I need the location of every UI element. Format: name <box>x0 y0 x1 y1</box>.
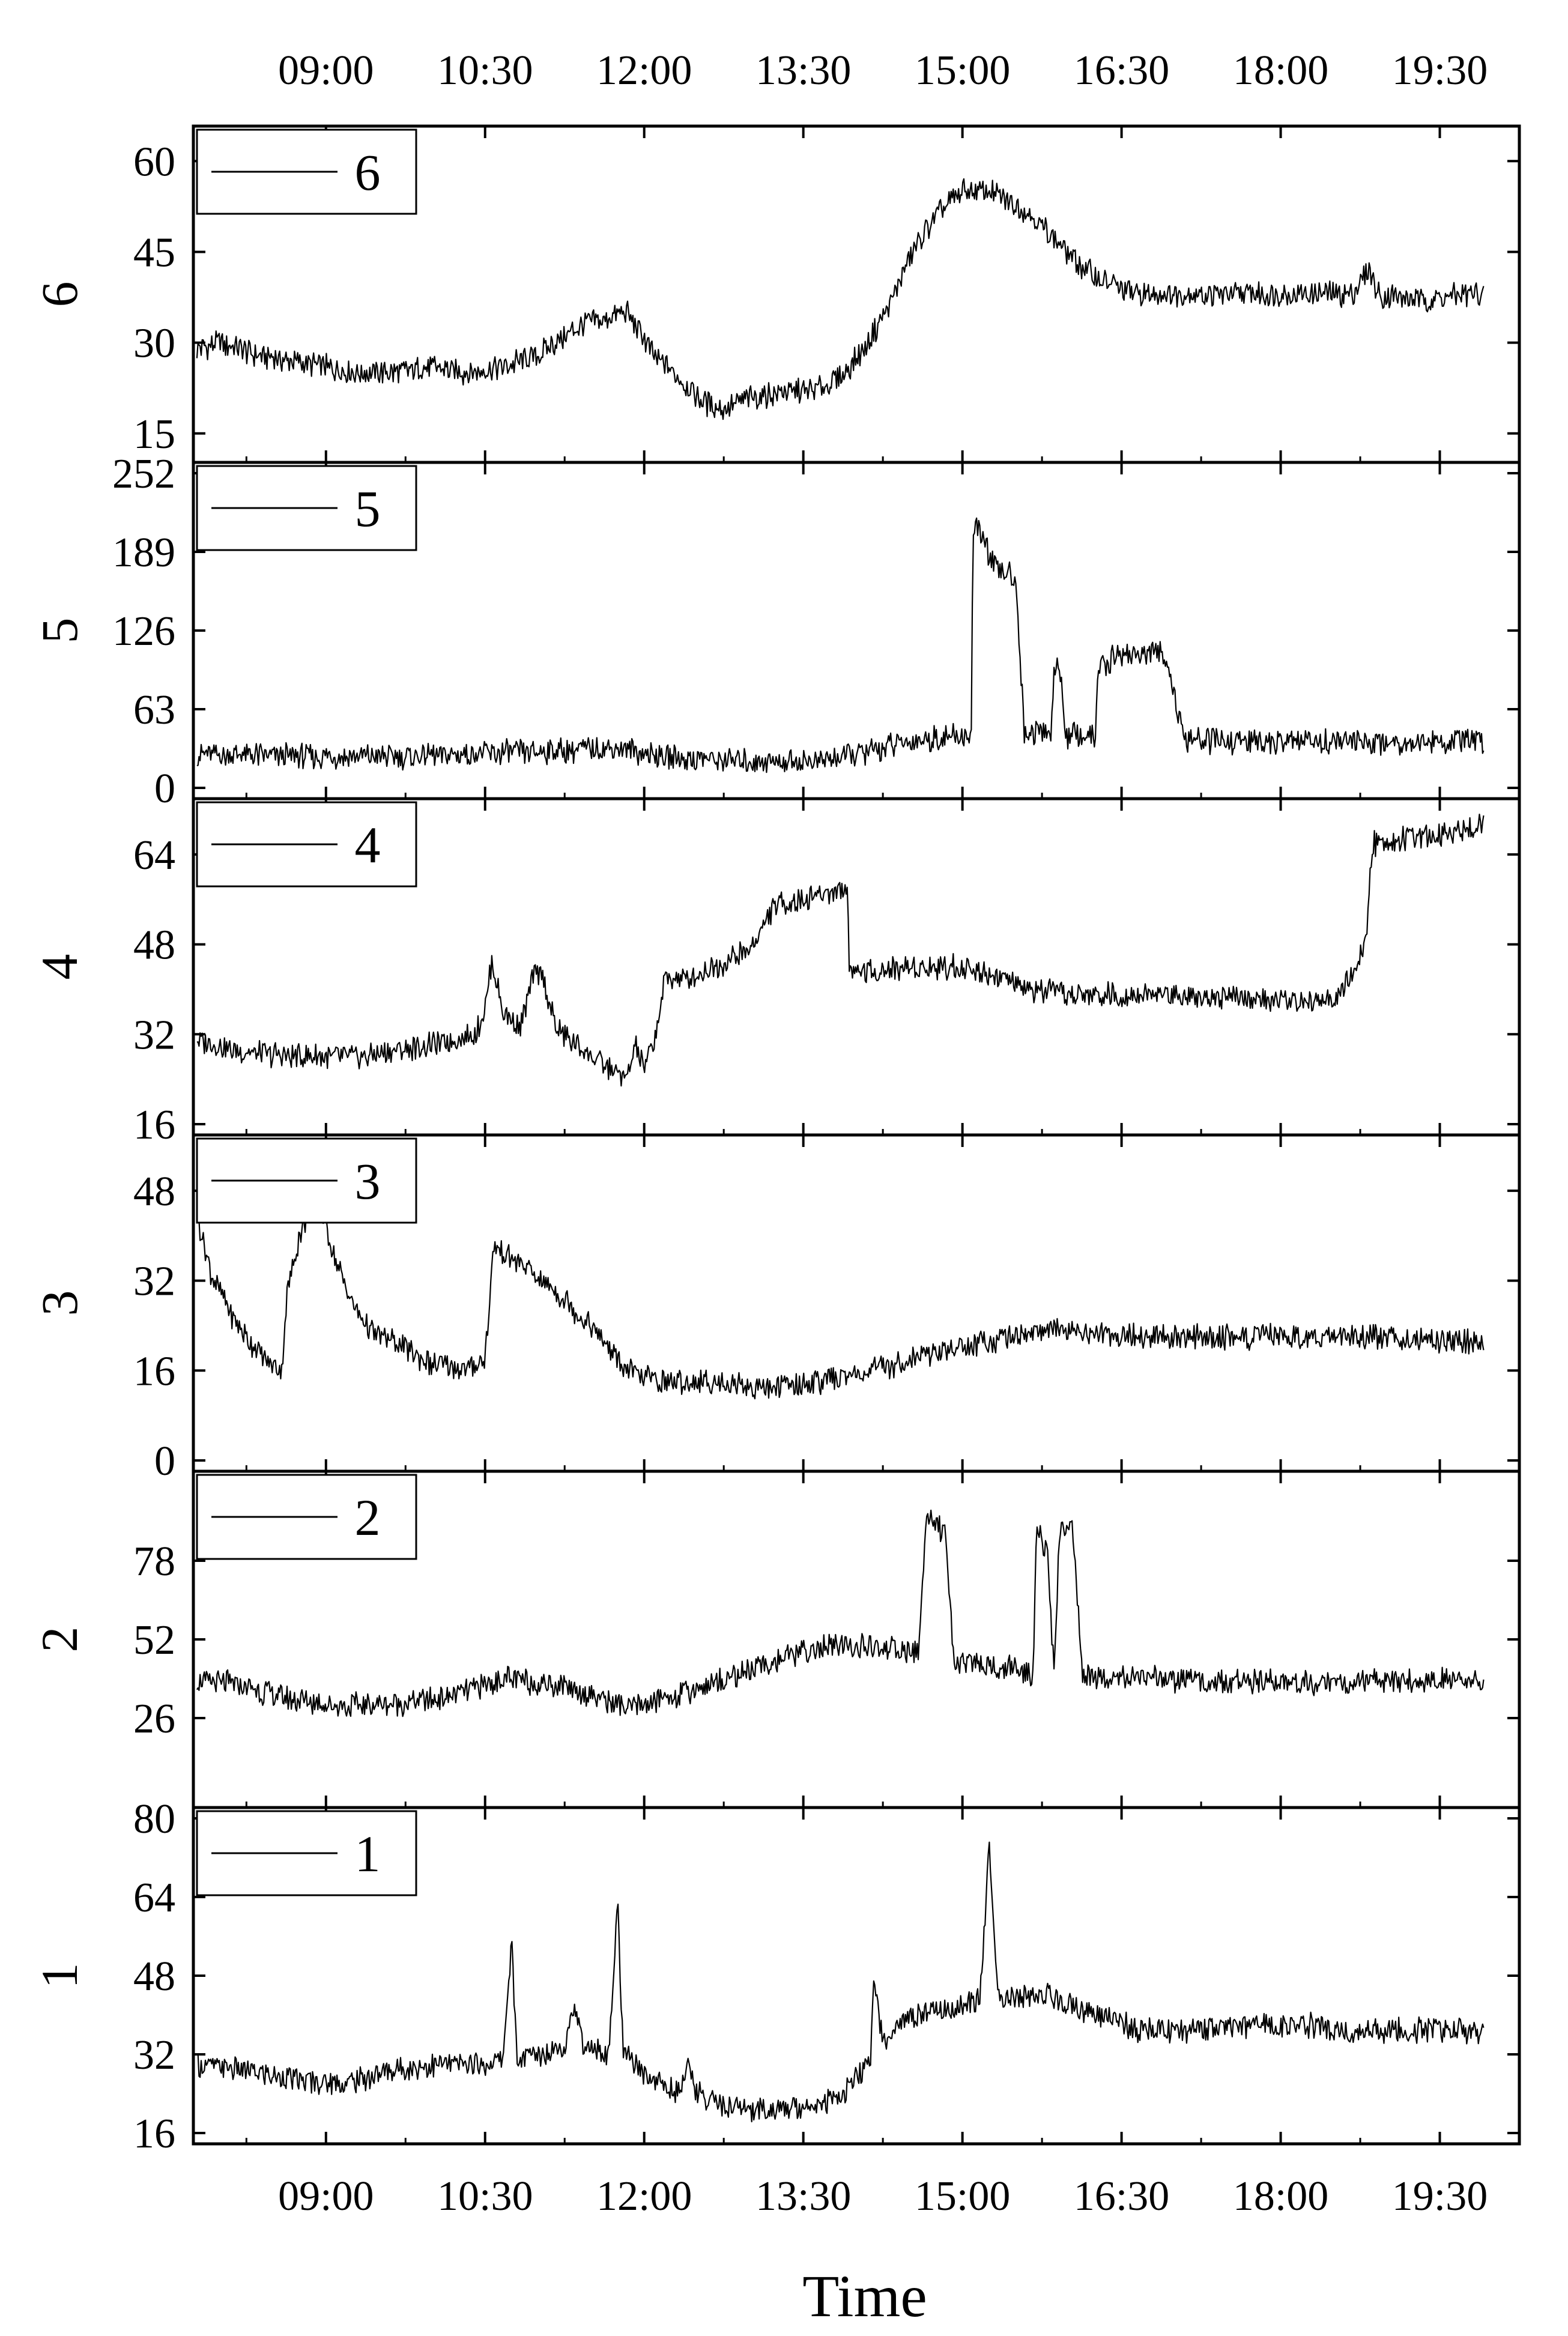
y-tick-label: 0 <box>154 1438 175 1484</box>
legend-4: 4 <box>196 801 417 888</box>
legend-5: 5 <box>196 465 417 551</box>
y-tick-label: 64 <box>133 832 175 879</box>
panel-3: 0 16 32 48 3 3 <box>31 1133 1521 1484</box>
y-tick-label: 15 <box>133 411 175 458</box>
x-tick-label-bottom: 13:30 <box>755 2173 851 2220</box>
y-tick-label: 63 <box>133 687 175 733</box>
x-tick-label-top: 09:00 <box>278 47 374 94</box>
x-tick-label-bottom: 10:30 <box>437 2173 533 2220</box>
legend-3: 3 <box>196 1137 417 1224</box>
y-tick-label: 16 <box>133 1348 175 1394</box>
series-line-4 <box>196 813 1485 1087</box>
y-tick-label: 60 <box>133 139 175 185</box>
y-tick-label: 64 <box>133 1875 175 1921</box>
legend-label: 4 <box>355 816 381 874</box>
legend-2: 2 <box>196 1474 417 1560</box>
series-line-6 <box>196 178 1485 420</box>
panel-y-label: 3 <box>31 1291 88 1316</box>
panel-y-label: 6 <box>31 282 88 307</box>
series-line-5 <box>196 517 1485 773</box>
legend-label: 6 <box>355 144 381 201</box>
panel-2: 26 52 78 2 2 <box>31 1469 1521 1809</box>
y-tick-label: 16 <box>133 2111 175 2157</box>
legend-label: 3 <box>355 1152 381 1210</box>
panel-6: 15 30 45 60 6 6 <box>31 124 1521 464</box>
panel-y-label: 4 <box>31 954 88 980</box>
y-tick-label: 78 <box>133 1539 175 1585</box>
series-line-3 <box>196 1185 1485 1400</box>
x-tick-label-top: 15:00 <box>915 47 1010 94</box>
x-tick-label-bottom: 09:00 <box>278 2173 374 2220</box>
y-tick-label: 26 <box>133 1696 175 1742</box>
y-tick-label: 189 <box>112 530 175 576</box>
series-line-1 <box>196 1841 1485 2123</box>
y-tick-label: 16 <box>133 1102 175 1148</box>
y-tick-label: 252 <box>112 451 175 497</box>
y-tick-label: 48 <box>133 922 175 969</box>
panel-y-label: 1 <box>31 1963 88 1989</box>
y-tick-label: 126 <box>112 608 175 655</box>
y-tick-label: 52 <box>133 1617 175 1663</box>
panel-5: 0 63 126 189 252 5 5 <box>31 451 1521 812</box>
panel-1: 16 32 48 64 80 1 1 <box>31 1796 1521 2157</box>
series-line-2 <box>196 1509 1485 1717</box>
y-tick-label: 32 <box>133 1012 175 1058</box>
y-tick-label: 32 <box>133 2032 175 2078</box>
x-tick-label-bottom: 18:00 <box>1233 2173 1328 2220</box>
y-tick-label: 48 <box>133 1169 175 1215</box>
panel-4: 16 32 48 64 4 4 <box>31 797 1521 1148</box>
y-tick-label: 45 <box>133 229 175 276</box>
y-tick-label: 48 <box>133 1953 175 2000</box>
legend-6: 6 <box>196 129 417 215</box>
x-tick-label-top: 12:00 <box>596 47 692 94</box>
x-tick-label-bottom: 19:30 <box>1392 2173 1488 2220</box>
x-tick-label-top: 13:30 <box>755 47 851 94</box>
x-tick-label-bottom: 12:00 <box>596 2173 692 2220</box>
legend-label: 2 <box>355 1489 381 1546</box>
x-tick-label-top: 10:30 <box>437 47 533 94</box>
panel-y-label: 5 <box>31 618 88 644</box>
panel-y-label: 2 <box>31 1627 88 1653</box>
y-tick-label: 32 <box>133 1259 175 1305</box>
x-tick-label-top: 19:30 <box>1392 47 1488 94</box>
x-axis-title: Time <box>802 2263 927 2329</box>
y-tick-label: 0 <box>154 766 175 812</box>
x-tick-label-bottom: 15:00 <box>915 2173 1010 2220</box>
y-tick-label: 80 <box>133 1796 175 1842</box>
legend-label: 5 <box>355 480 381 537</box>
y-tick-label: 30 <box>133 321 175 367</box>
x-tick-label-top: 18:00 <box>1233 47 1328 94</box>
x-tick-label-top: 16:30 <box>1074 47 1169 94</box>
legend-label: 1 <box>355 1825 381 1883</box>
x-tick-label-bottom: 16:30 <box>1074 2173 1169 2220</box>
legend-1: 1 <box>196 1810 417 1896</box>
